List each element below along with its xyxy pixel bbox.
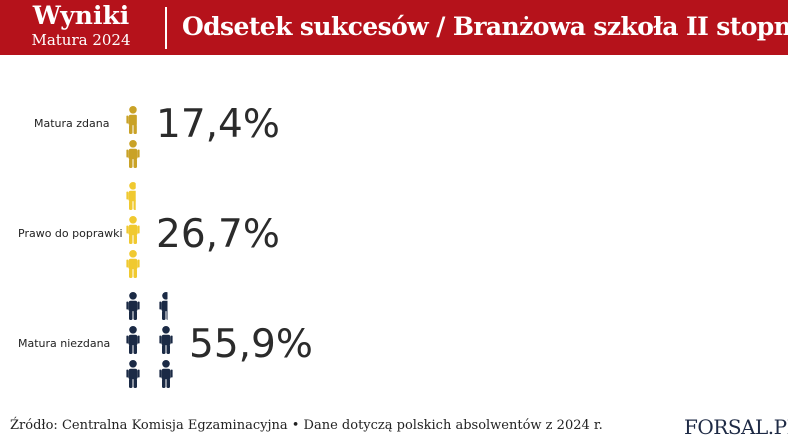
brand-subtitle: Matura 2024 [31, 31, 131, 49]
person-icon [126, 106, 137, 134]
forsal-logo: FORSAL.PL [684, 415, 788, 439]
row-label-2: Prawo do poprawki [18, 227, 123, 240]
person-icon [159, 360, 173, 388]
row-label-1: Matura zdana [34, 117, 110, 130]
brand-title: Wyniki [32, 1, 130, 30]
source-note: Źródło: Centralna Komisja Egzaminacyjna … [10, 418, 603, 433]
person-icon [126, 326, 140, 354]
person-icon [126, 360, 140, 388]
chart-title: Odsetek sukcesów / Branżowa szkoła II st… [182, 12, 788, 41]
percentage-label-2: 26,7% [156, 212, 280, 257]
person-icon [126, 182, 136, 210]
person-icon [159, 326, 173, 354]
row-label-3: Matura niezdana [18, 337, 110, 350]
person-icon [126, 216, 140, 244]
header-banner: Wyniki Matura 2024 Odsetek sukcesów / Br… [0, 0, 788, 55]
percentage-label-1: 17,4% [156, 102, 280, 147]
person-icon [159, 292, 168, 320]
person-icon [126, 140, 140, 168]
percentage-label-3: 55,9% [189, 322, 313, 367]
person-icon [126, 292, 140, 320]
header-divider [165, 7, 167, 49]
person-icon [126, 250, 140, 278]
